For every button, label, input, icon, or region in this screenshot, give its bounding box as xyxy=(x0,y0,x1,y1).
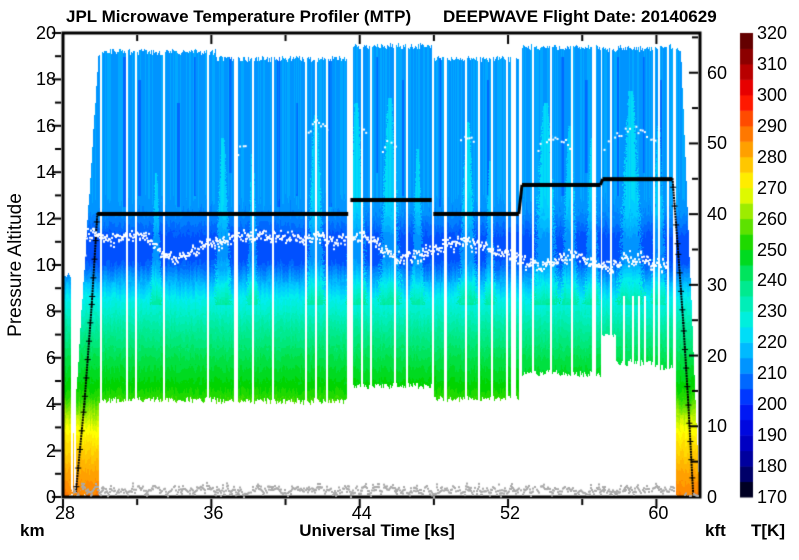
figure-title-right: DEEPWAVE Flight Date: 20140629 xyxy=(443,7,717,26)
right-axis-unit-label: kft xyxy=(705,521,726,540)
y-tick-label: 2 xyxy=(45,440,56,461)
y-tick-label: 10 xyxy=(35,255,56,275)
y-tick-label: 14 xyxy=(35,162,56,183)
colorbar-tick-label: 300 xyxy=(757,84,788,105)
kft-tick-label: 20 xyxy=(707,345,728,366)
colorbar-tick-label: 240 xyxy=(757,270,788,291)
colorbar-tick-label: 180 xyxy=(757,456,788,477)
colorbar-tick-label: 280 xyxy=(757,146,788,167)
colorbar-unit-label: T[K] xyxy=(751,521,785,540)
colorbar-tick-label: 190 xyxy=(757,425,788,446)
colorbar-tick-label: 230 xyxy=(757,301,788,322)
y-tick-label: 20 xyxy=(35,23,56,43)
colorbar-tick-label: 210 xyxy=(757,363,788,384)
kft-tick-label: 0 xyxy=(707,487,718,507)
y-axis-unit-label: km xyxy=(20,521,45,540)
kft-tick-label: 10 xyxy=(707,416,728,437)
colorbar-tick-label: 270 xyxy=(757,177,788,198)
figure-title-left: JPL Microwave Temperature Profiler (MTP) xyxy=(66,7,412,26)
x-axis-title: Universal Time [ks] xyxy=(299,521,455,540)
y-tick-label: 16 xyxy=(35,115,56,136)
colorbar-tick-label: 310 xyxy=(757,53,788,74)
colorbar-tick-label: 290 xyxy=(757,115,788,136)
colorbar-tick-label: 200 xyxy=(757,394,788,415)
colorbar-tick-label: 320 xyxy=(757,23,788,43)
colorbar-tick-label: 250 xyxy=(757,239,788,260)
x-tick-label: 44 xyxy=(351,503,372,523)
kft-tick-label: 50 xyxy=(707,133,728,154)
x-tick-label: 60 xyxy=(648,503,669,523)
y-tick-label: 4 xyxy=(45,394,56,415)
colorbar-tick-label: 260 xyxy=(757,208,788,229)
y-tick-label: 8 xyxy=(45,301,56,322)
x-tick-label: 28 xyxy=(54,503,76,523)
kft-tick-label: 30 xyxy=(707,274,728,295)
y-tick-label: 18 xyxy=(35,69,56,90)
kft-tick-label: 60 xyxy=(707,62,728,83)
colorbar-tick-label: 170 xyxy=(757,487,788,507)
kft-tick-label: 40 xyxy=(707,204,728,225)
x-tick-label: 36 xyxy=(203,503,224,523)
x-tick-label: 52 xyxy=(500,503,521,523)
colorbar-tick-label: 220 xyxy=(757,332,788,353)
y-tick-label: 0 xyxy=(45,487,56,507)
y-tick-label: 12 xyxy=(35,208,56,229)
y-tick-label: 6 xyxy=(45,347,56,368)
